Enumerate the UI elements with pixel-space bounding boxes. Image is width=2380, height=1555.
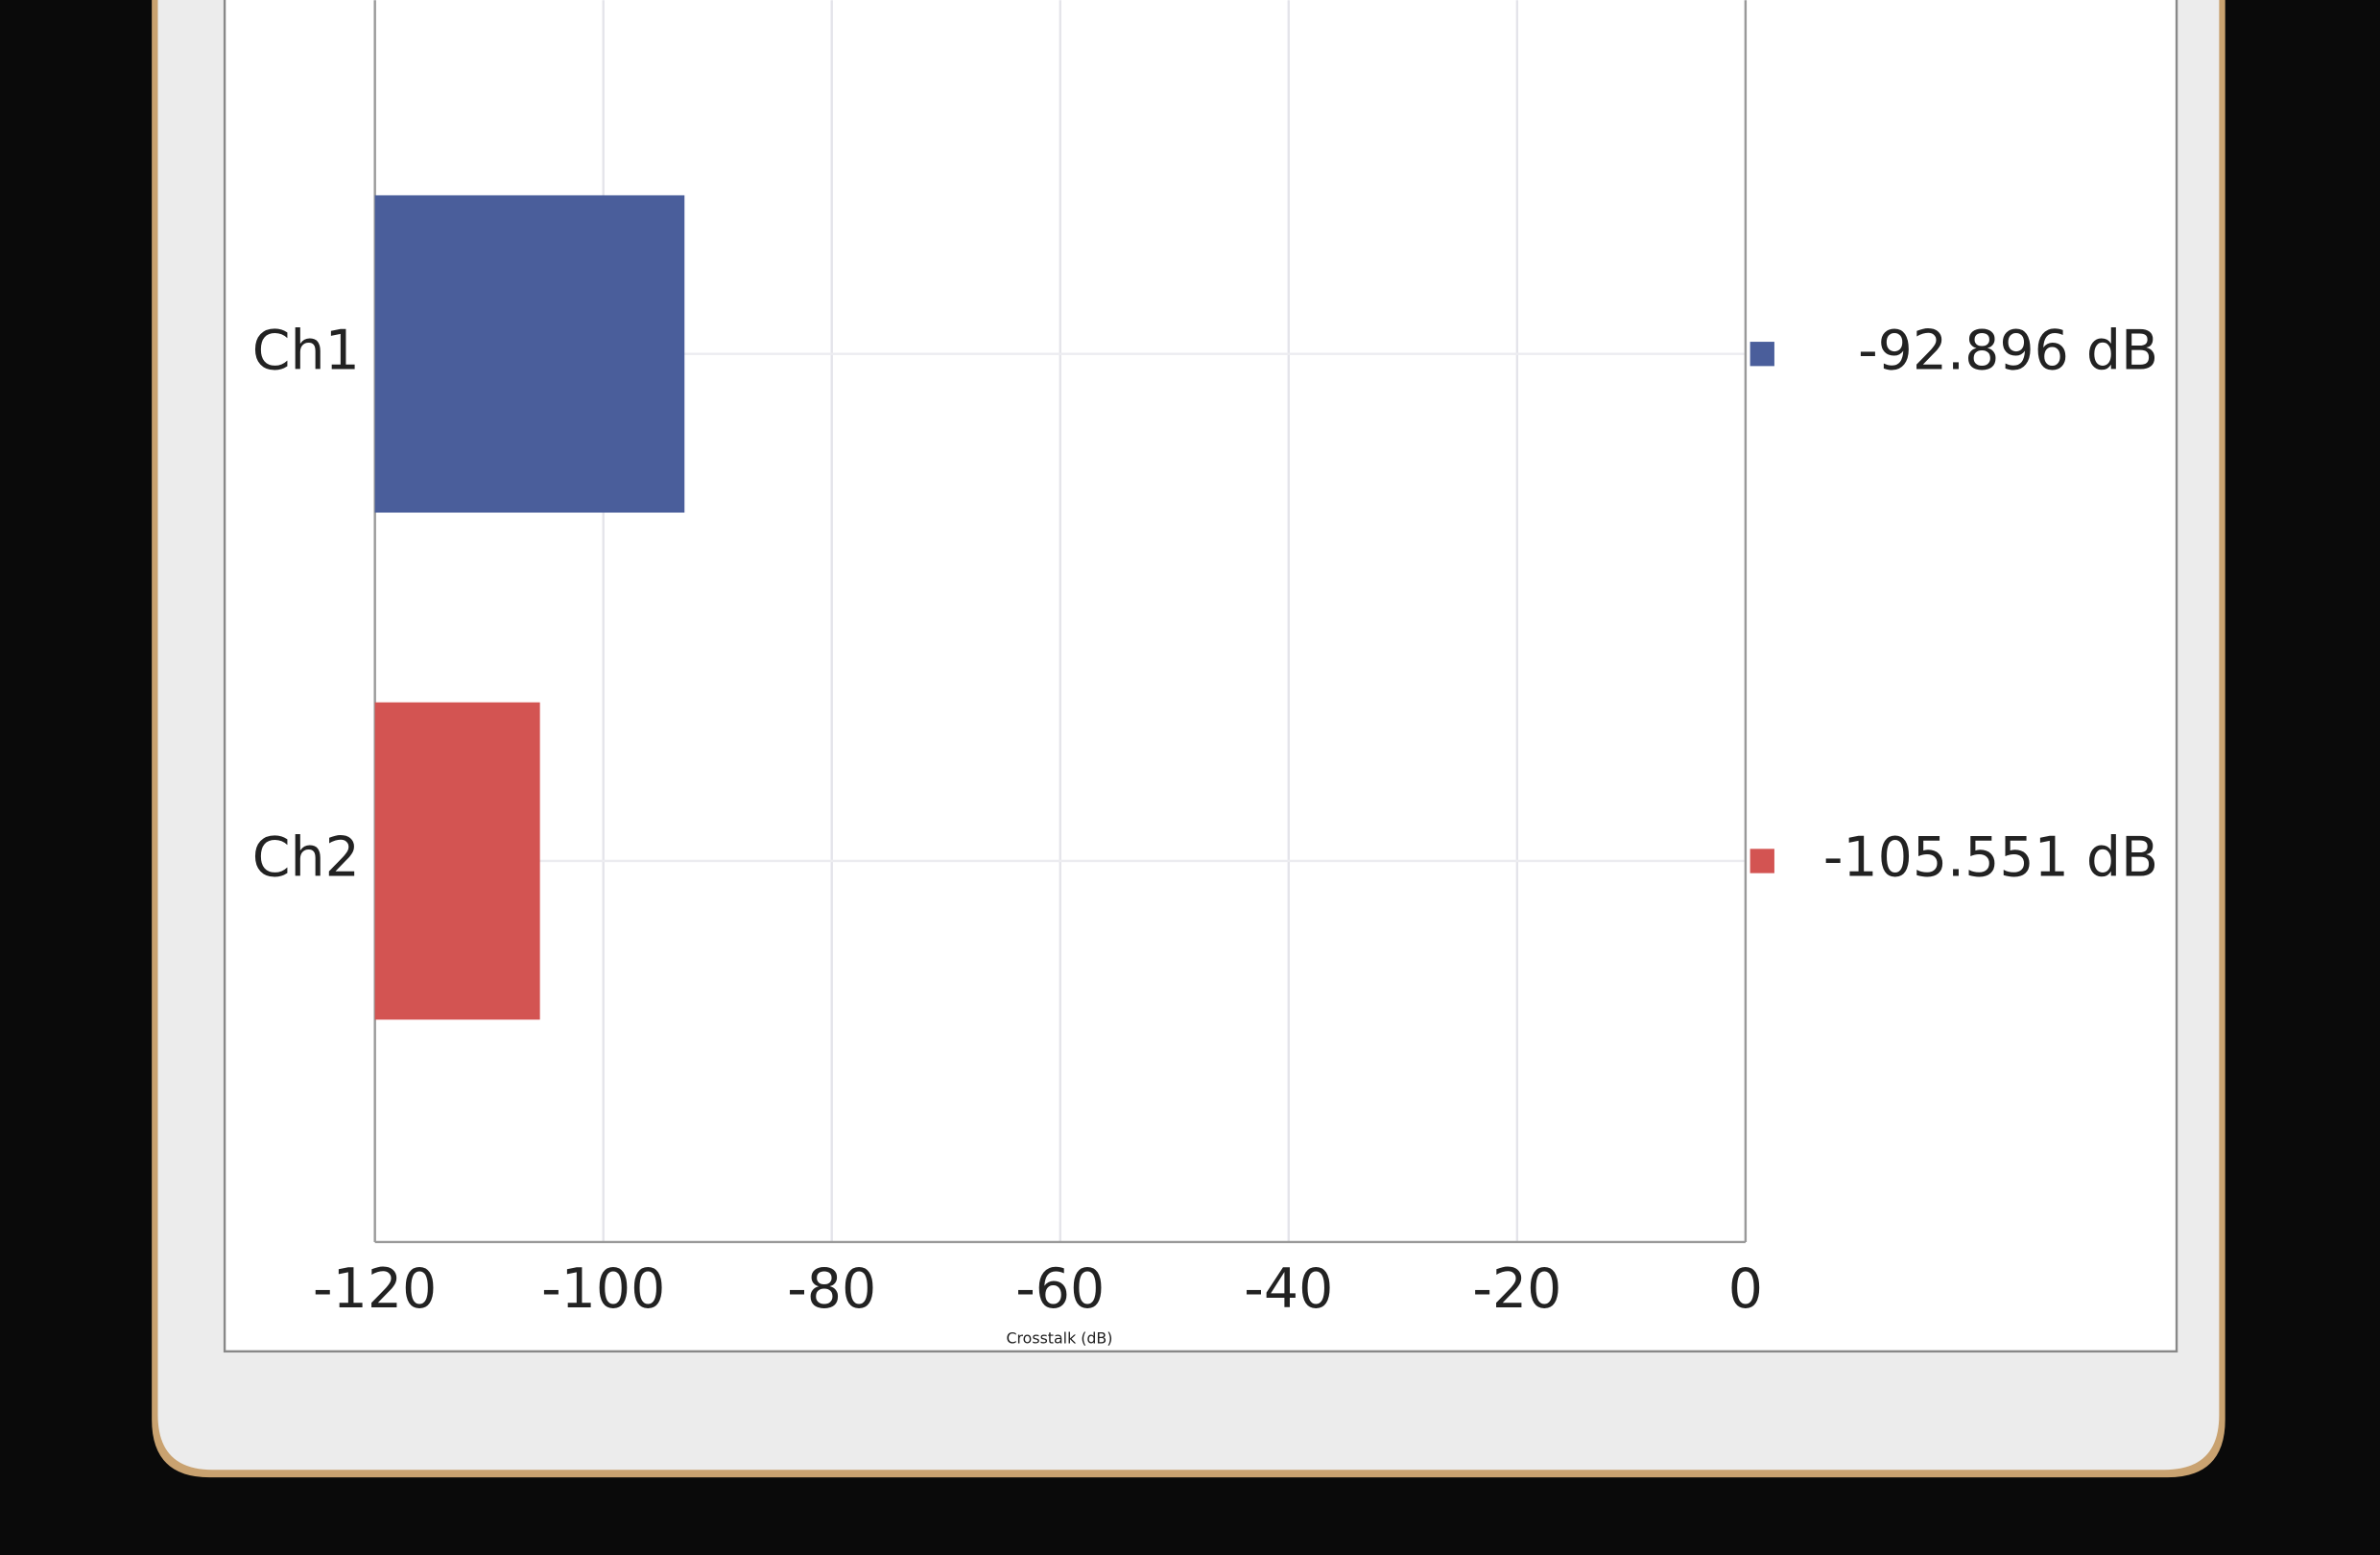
plot: -120 -100 -80 -60 -40 -20 0 Ch1 -92.896 dB Ch2 -10… <box>252 0 2158 1321</box>
bar <box>374 195 685 514</box>
value-label: -105.551 dB <box>1823 826 2158 890</box>
x-tick-label: -80 <box>787 1257 876 1321</box>
x-tick-label: -120 <box>313 1257 437 1321</box>
x-tick-label: -100 <box>541 1257 665 1321</box>
bar <box>374 702 540 1020</box>
x-tick-label: -20 <box>1472 1257 1561 1321</box>
value-label: -92.896 dB <box>1858 319 2158 382</box>
y-tick-label: Ch1 <box>252 319 360 382</box>
x-tick-label: 0 <box>1728 1257 1763 1321</box>
x-axis-label: Crosstalk (dB) <box>1007 1329 1113 1348</box>
legend-marker <box>1749 342 1774 367</box>
x-tick-label: -40 <box>1244 1257 1333 1321</box>
x-tick-label: -60 <box>1015 1257 1105 1321</box>
y-tick-label: Ch2 <box>252 826 360 890</box>
legend-marker <box>1749 849 1774 873</box>
